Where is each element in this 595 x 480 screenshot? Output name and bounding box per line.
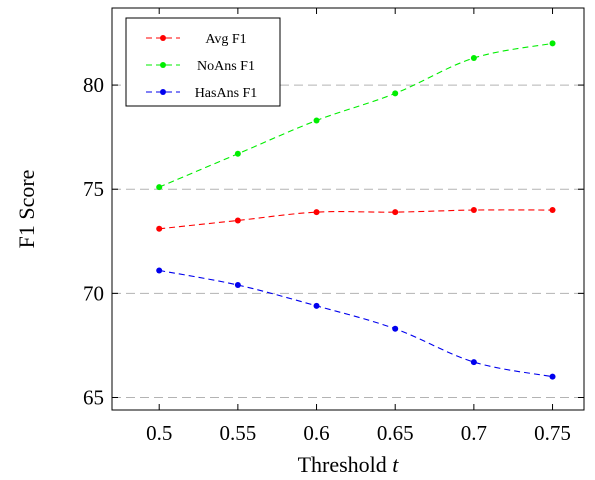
data-point-avg-f1 — [392, 209, 399, 216]
series-line-hasans-f1 — [159, 269, 553, 378]
legend-item-noans-f1: NoAns F1 — [146, 59, 255, 74]
data-point-noans-f1 — [234, 150, 241, 157]
x-axis-title-text: Threshold — [298, 452, 387, 477]
y-tick-label: 70 — [83, 281, 104, 305]
series-avg-f1 — [156, 207, 556, 232]
series-line-avg-f1 — [159, 209, 553, 230]
legend-swatch-marker — [160, 89, 166, 95]
legend-label: NoAns F1 — [197, 59, 255, 74]
x-tick-label: 0.7 — [461, 421, 487, 445]
x-tick-label: 0.75 — [534, 421, 571, 445]
data-point-avg-f1 — [313, 209, 320, 216]
legend-label: Avg F1 — [205, 32, 246, 47]
series-group — [156, 40, 556, 380]
y-tick-label: 80 — [83, 73, 104, 97]
data-point-avg-f1 — [549, 207, 556, 214]
data-point-noans-f1 — [549, 40, 556, 47]
x-tick-label: 0.5 — [146, 421, 172, 445]
data-point-avg-f1 — [156, 225, 163, 232]
data-point-hasans-f1 — [313, 302, 320, 309]
x-tick-label: 0.6 — [303, 421, 329, 445]
x-tick-label: 0.65 — [377, 421, 414, 445]
series-hasans-f1 — [156, 267, 556, 380]
x-axis-title: Threshold t — [298, 452, 400, 477]
data-point-hasans-f1 — [392, 325, 399, 332]
data-point-hasans-f1 — [156, 267, 163, 274]
y-tick-label: 75 — [83, 177, 104, 201]
legend-item-hasans-f1: HasAns F1 — [146, 86, 257, 101]
legend-item-avg-f1: Avg F1 — [146, 32, 247, 47]
data-point-hasans-f1 — [234, 282, 241, 289]
legend-swatch-marker — [160, 35, 166, 41]
plot-frame — [111, 7, 585, 411]
y-tick-label: 65 — [83, 386, 104, 410]
x-tick-label: 0.55 — [219, 421, 256, 445]
y-axis-title: F1 Score — [14, 170, 39, 249]
data-point-hasans-f1 — [470, 359, 477, 366]
data-point-hasans-f1 — [549, 373, 556, 380]
x-axis-title-variable: t — [392, 452, 399, 477]
axis-ticks: 65 70 75 80 0.5 0.55 0.6 0.65 0.7 0.75 — [83, 8, 584, 445]
legend-swatch-marker — [160, 62, 166, 68]
legend-label: HasAns F1 — [195, 86, 258, 101]
data-point-avg-f1 — [470, 207, 477, 214]
data-point-noans-f1 — [470, 54, 477, 61]
series-noans-f1 — [156, 40, 556, 191]
grid-lines — [112, 84, 584, 399]
data-point-noans-f1 — [156, 184, 163, 191]
data-point-noans-f1 — [313, 117, 320, 124]
data-point-noans-f1 — [392, 90, 399, 97]
legend-box — [125, 17, 281, 107]
data-point-avg-f1 — [234, 217, 241, 224]
legend: Avg F1 NoAns F1 HasAns F1 — [125, 17, 281, 107]
